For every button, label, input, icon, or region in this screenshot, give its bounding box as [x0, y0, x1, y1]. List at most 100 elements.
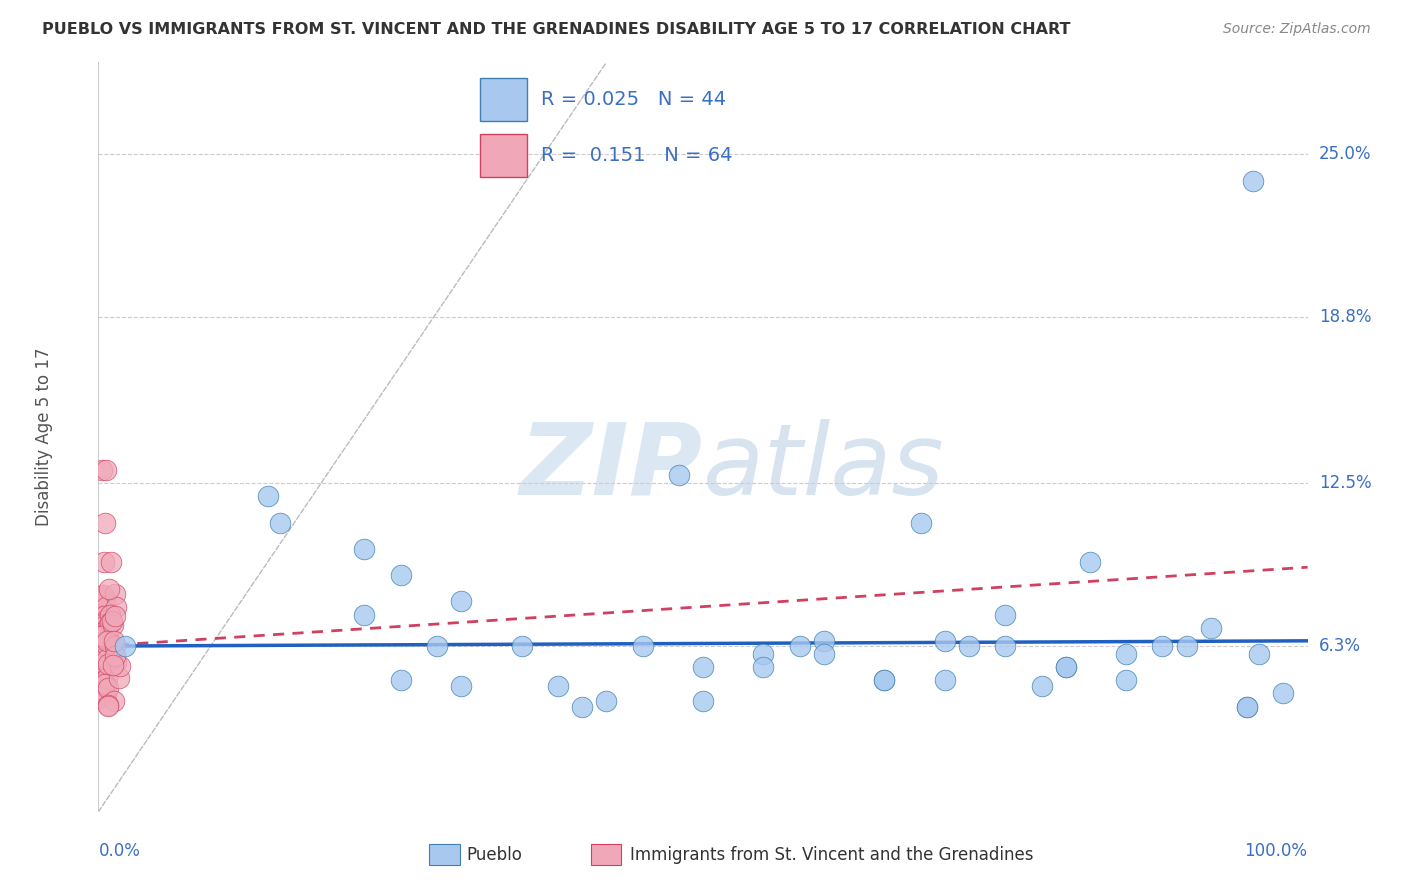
Point [91, 664, 114, 678]
Point [994, 607, 1017, 622]
Point [595, 694, 617, 708]
Point [96, 652, 118, 666]
Point [93, 555, 115, 569]
Point [1236, 699, 1258, 714]
Point [103, 634, 125, 648]
Point [94, 617, 117, 632]
Point [93, 627, 115, 641]
Point [94, 688, 117, 702]
Point [269, 516, 291, 530]
Point [873, 673, 896, 688]
Point [752, 647, 775, 661]
Point [104, 599, 127, 614]
Point [752, 660, 775, 674]
Text: Disability Age 5 to 17: Disability Age 5 to 17 [35, 348, 53, 526]
Text: 25.0%: 25.0% [1319, 145, 1371, 163]
Point [94, 599, 117, 614]
Point [94, 591, 117, 605]
Point [96, 671, 118, 685]
Point [813, 647, 835, 661]
Point [389, 568, 412, 582]
Point [91, 677, 114, 691]
Point [100, 555, 122, 569]
Point [1175, 639, 1198, 653]
Point [105, 655, 128, 669]
Point [873, 673, 896, 688]
Point [97, 631, 120, 645]
Point [90, 652, 112, 666]
Point [96, 699, 118, 714]
Point [450, 594, 472, 608]
Point [1152, 639, 1174, 653]
Point [90, 654, 112, 668]
Point [1078, 555, 1101, 569]
Point [93, 627, 115, 641]
Point [90, 690, 112, 704]
Text: Source: ZipAtlas.com: Source: ZipAtlas.com [1223, 22, 1371, 37]
Point [108, 659, 131, 673]
Point [91, 590, 114, 604]
Point [813, 633, 835, 648]
Point [1054, 660, 1077, 674]
Text: 0.0%: 0.0% [98, 842, 141, 860]
Text: 100.0%: 100.0% [1244, 842, 1308, 860]
Text: Pueblo: Pueblo [467, 846, 523, 863]
Point [631, 639, 654, 653]
Point [910, 516, 932, 530]
Point [94, 516, 117, 530]
Text: 18.8%: 18.8% [1319, 309, 1371, 326]
Point [93, 684, 115, 698]
Point [1236, 699, 1258, 714]
Point [389, 673, 412, 688]
Point [1241, 174, 1264, 188]
Text: ZIP: ZIP [520, 418, 703, 516]
Point [89, 625, 111, 640]
Point [104, 609, 127, 624]
Point [353, 607, 375, 622]
Point [94, 676, 117, 690]
Point [426, 639, 449, 653]
Point [934, 673, 956, 688]
Point [91, 681, 114, 696]
Point [353, 541, 375, 556]
Text: atlas: atlas [703, 418, 945, 516]
Point [94, 613, 117, 627]
Point [256, 489, 278, 503]
Point [510, 639, 533, 653]
Point [98, 607, 121, 622]
Point [96, 632, 118, 646]
Point [96, 662, 118, 676]
Point [104, 648, 127, 663]
Point [103, 694, 125, 708]
Point [93, 609, 115, 624]
Point [1054, 660, 1077, 674]
Text: Immigrants from St. Vincent and the Grenadines: Immigrants from St. Vincent and the Gren… [630, 846, 1033, 863]
Point [97, 698, 120, 712]
Point [90, 624, 112, 638]
Text: 12.5%: 12.5% [1319, 474, 1371, 492]
Point [668, 468, 690, 483]
Point [96, 639, 118, 653]
Point [91, 629, 114, 643]
Point [93, 621, 115, 635]
Point [1115, 647, 1137, 661]
Point [91, 595, 114, 609]
Point [96, 633, 118, 648]
Point [450, 679, 472, 693]
Point [104, 639, 127, 653]
Point [934, 633, 956, 648]
Point [91, 617, 114, 632]
Point [692, 694, 714, 708]
Point [94, 657, 117, 672]
Point [94, 681, 117, 695]
Point [91, 463, 114, 477]
Point [1272, 686, 1295, 700]
Text: PUEBLO VS IMMIGRANTS FROM ST. VINCENT AND THE GRENADINES DISABILITY AGE 5 TO 17 : PUEBLO VS IMMIGRANTS FROM ST. VINCENT AN… [42, 22, 1071, 37]
Point [93, 633, 115, 648]
Point [101, 614, 124, 628]
Point [692, 660, 714, 674]
Point [97, 657, 120, 672]
Point [1031, 679, 1053, 693]
Point [1115, 673, 1137, 688]
Point [571, 699, 593, 714]
